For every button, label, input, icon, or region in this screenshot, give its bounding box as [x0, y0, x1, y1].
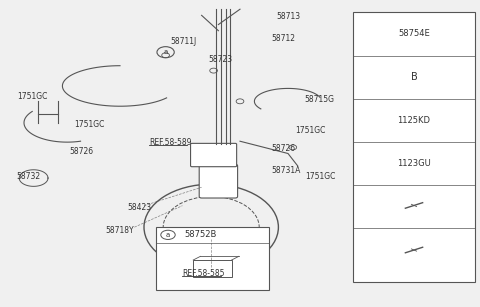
- Text: 58723: 58723: [209, 55, 233, 64]
- Text: 1123GU: 1123GU: [397, 159, 431, 168]
- Text: 1751GC: 1751GC: [305, 172, 335, 181]
- Bar: [353, 12, 475, 282]
- Text: 58726: 58726: [70, 147, 94, 157]
- Text: REF.58-585: REF.58-585: [182, 269, 225, 278]
- Text: B: B: [410, 72, 418, 82]
- Text: 58754E: 58754E: [398, 29, 430, 38]
- Text: 58715G: 58715G: [305, 95, 335, 104]
- Text: 58732: 58732: [17, 172, 41, 181]
- Text: a: a: [164, 49, 168, 55]
- Text: 58423: 58423: [127, 203, 151, 212]
- Text: 58711J: 58711J: [170, 37, 197, 46]
- Text: 58713: 58713: [276, 12, 300, 21]
- Text: 58712: 58712: [271, 34, 295, 43]
- Text: a: a: [166, 232, 170, 238]
- Text: 58752B: 58752B: [185, 230, 217, 239]
- FancyBboxPatch shape: [199, 164, 238, 198]
- FancyBboxPatch shape: [191, 143, 237, 167]
- Text: 58726: 58726: [271, 144, 295, 154]
- Text: 1125KD: 1125KD: [397, 116, 431, 125]
- Text: REF.58-589: REF.58-589: [149, 138, 192, 147]
- Text: 58718Y: 58718Y: [106, 226, 134, 235]
- Text: 1751GC: 1751GC: [17, 92, 47, 101]
- Text: 1751GC: 1751GC: [74, 120, 105, 129]
- Text: 58731A: 58731A: [271, 166, 300, 175]
- Bar: [156, 227, 269, 290]
- Text: 1751GC: 1751GC: [295, 126, 325, 135]
- Bar: [193, 260, 232, 277]
